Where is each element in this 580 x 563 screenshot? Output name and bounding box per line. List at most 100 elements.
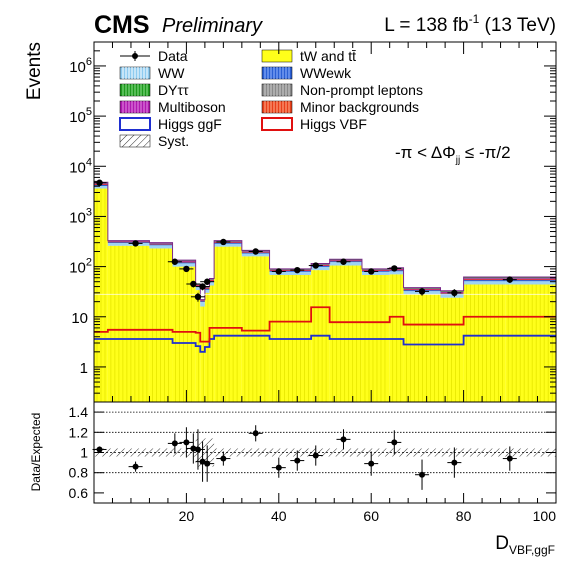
ww-bar [505, 280, 556, 285]
wwewk-bar [214, 242, 242, 244]
data-point [506, 276, 513, 283]
nonprompt-bar [195, 284, 201, 286]
legend-swatch-hatch [119, 134, 151, 148]
main-histogram [94, 179, 556, 402]
data-point [190, 280, 197, 288]
legend-label: WWewk [300, 65, 352, 81]
ttbar-bar [440, 297, 464, 402]
ttbar-bar [505, 284, 556, 402]
minor-bar [195, 285, 201, 287]
legend-label: Minor backgrounds [300, 99, 419, 115]
higgs-ggf-line [94, 334, 556, 353]
ww-bar [311, 266, 330, 271]
wwewk-bar [149, 244, 173, 246]
ratio-panel: 0.6 0.8 1 1.2 1.4 20 40 60 80 100 [69, 404, 557, 524]
stack-outline [94, 181, 556, 402]
multiboson-bar [195, 285, 201, 286]
syst-band [172, 448, 196, 457]
legend-label: Non-prompt leptons [300, 82, 423, 98]
data-point [183, 265, 190, 273]
ratio-point [183, 439, 190, 446]
ratio-point [275, 464, 282, 471]
ttbar-bar [329, 265, 362, 402]
minor-bar [269, 270, 312, 272]
ratio-point [391, 439, 398, 446]
legend-entry: tW and tt̄ [261, 48, 356, 64]
legend-entry: Non-prompt leptons [261, 82, 423, 98]
y-tick-label: 10 [71, 310, 88, 327]
legend-entry: Higgs VBF [261, 116, 367, 132]
legend-label: tW and tt̄ [300, 48, 356, 64]
multiboson-bar [204, 287, 210, 289]
data-point [132, 240, 139, 247]
y-tick-label: 103 [69, 206, 92, 226]
minor-bar [204, 288, 210, 290]
preliminary-label: Preliminary [162, 15, 263, 37]
data-point [171, 258, 179, 265]
y-tick-label: 106 [69, 56, 92, 76]
ttbar-bar [214, 246, 242, 402]
wwewk-bar [107, 242, 150, 243]
ratio-point [194, 446, 201, 453]
wwewk-bar [172, 262, 196, 264]
nonprompt-bar [204, 287, 210, 289]
nonprompt-bar [200, 300, 205, 301]
legend-entry: DYττ [119, 82, 189, 98]
wwewk-bar [463, 280, 506, 282]
ratio-point [506, 455, 513, 462]
legend-entry: Higgs ggF [119, 116, 222, 132]
minor-bar [200, 300, 205, 302]
ratio-point [294, 457, 301, 464]
ww-bar [195, 286, 201, 291]
wwewk-bar [505, 280, 556, 282]
wwewk-bar [389, 270, 404, 272]
nonprompt-bar [107, 241, 150, 242]
ww-bar [149, 244, 173, 249]
minor-bar [361, 270, 390, 272]
data-point [275, 268, 282, 275]
legend-entry: WW [119, 65, 185, 81]
x-tick-label: 20 [179, 508, 195, 524]
x-tick-label: 80 [456, 508, 472, 524]
ttbar-bar [200, 306, 205, 402]
ratio-point [451, 459, 458, 466]
ratio-point [252, 430, 259, 437]
nonprompt-bar [311, 264, 330, 266]
multiboson-bar [505, 278, 556, 280]
legend-entry: Syst. [119, 133, 189, 149]
ratio-point [132, 463, 139, 470]
main-y-axis-title: Events [24, 42, 45, 100]
nonprompt-bar [505, 277, 556, 279]
ratio-point [171, 440, 178, 447]
ratio-y-tick-label: 1.4 [69, 404, 89, 420]
data-point [391, 265, 398, 272]
ww-bar [107, 242, 150, 246]
ratio-point [199, 458, 206, 465]
legend-label: DYττ [158, 82, 189, 98]
multiboson-bar [200, 300, 205, 302]
legend-label: Data [158, 48, 188, 64]
ww-bar [440, 294, 464, 298]
nonprompt-bar [361, 269, 390, 271]
minor-bar [172, 261, 196, 263]
x-tick-label: 40 [271, 508, 287, 524]
higgs-vbf-line [94, 306, 556, 343]
legend-swatch-line [261, 117, 293, 131]
syst-band [149, 448, 173, 457]
y-tick-label: 104 [69, 156, 92, 176]
multiboson-bar [107, 241, 150, 243]
nonprompt-bar [149, 243, 173, 244]
legend-label: Syst. [158, 133, 189, 149]
syst-band [311, 448, 330, 457]
x-tick-label: 100 [533, 508, 557, 524]
ratio-point [220, 455, 227, 462]
legend-label: WW [158, 65, 185, 81]
legend-swatch-line [119, 117, 151, 131]
syst-band [107, 448, 150, 457]
syst-band [463, 448, 506, 457]
minor-bar [149, 244, 173, 245]
ratio-point [419, 471, 426, 478]
ttbar-bar [403, 294, 441, 402]
ttbar-bar [149, 248, 173, 402]
multiboson-bar [361, 269, 390, 271]
